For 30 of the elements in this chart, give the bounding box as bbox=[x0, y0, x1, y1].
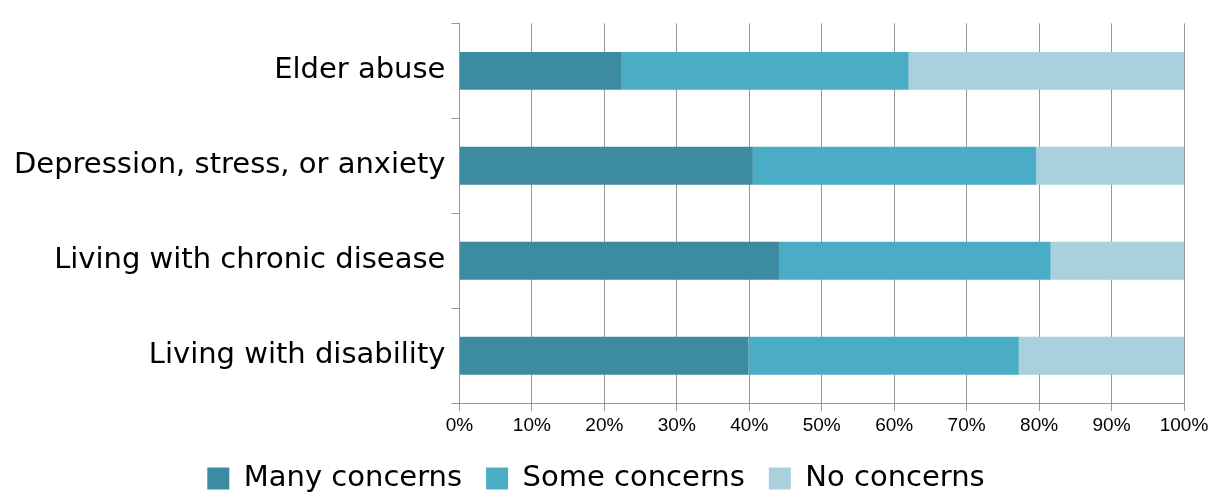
x-tick-label: 70% bbox=[947, 413, 986, 435]
bar bbox=[748, 336, 1019, 375]
legend-label: Many concerns bbox=[243, 459, 463, 494]
bar bbox=[752, 146, 1037, 185]
y-tick-label: Depression, stress, or anxiety bbox=[13, 146, 446, 181]
bar bbox=[778, 241, 1051, 280]
legend-label: No concerns bbox=[805, 459, 985, 494]
x-tick-label: 80% bbox=[1020, 413, 1059, 435]
x-tick-label: 60% bbox=[875, 413, 914, 435]
bar bbox=[908, 51, 1184, 90]
x-tick-label: 0% bbox=[445, 413, 474, 435]
x-tick-label: 90% bbox=[1092, 413, 1131, 435]
legend-label: Some concerns bbox=[522, 459, 745, 494]
x-tick-label: 40% bbox=[730, 413, 769, 435]
y-tick-label: Elder abuse bbox=[274, 51, 446, 86]
x-tick-label: 30% bbox=[657, 413, 696, 435]
y-tick-label: Living with chronic disease bbox=[54, 241, 446, 276]
bar bbox=[459, 146, 753, 185]
bar bbox=[1036, 146, 1184, 185]
x-tick-label: 100% bbox=[1159, 413, 1209, 435]
x-tick-label: 20% bbox=[585, 413, 624, 435]
x-tick-label: 10% bbox=[512, 413, 552, 435]
bar bbox=[459, 241, 779, 280]
y-tick-label: Living with disability bbox=[148, 336, 446, 371]
bar bbox=[621, 51, 909, 90]
bar bbox=[459, 51, 622, 90]
x-tick-label: 50% bbox=[802, 413, 841, 435]
bar bbox=[1050, 241, 1184, 280]
bar bbox=[1018, 336, 1184, 375]
bar bbox=[459, 336, 749, 375]
